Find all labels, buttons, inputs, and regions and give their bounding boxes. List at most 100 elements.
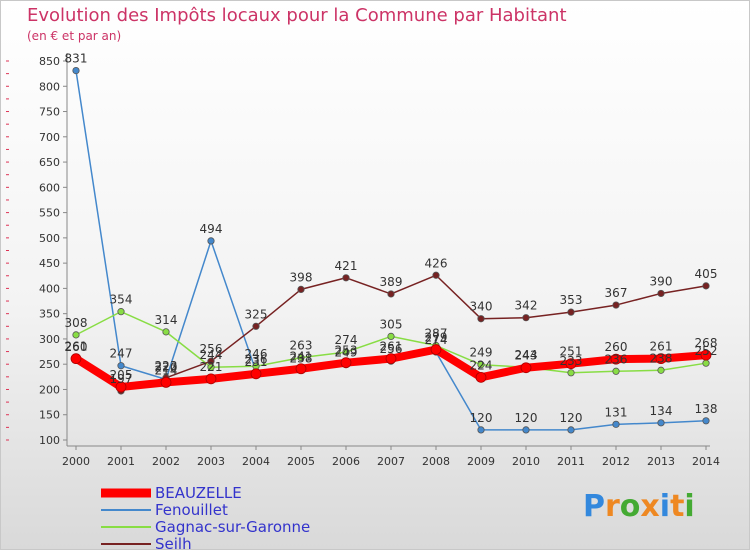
data-point (207, 357, 215, 365)
legend-label: Gagnac-sur-Garonne (155, 518, 310, 536)
data-point (657, 419, 665, 427)
x-tick-label: 2014 (692, 455, 720, 468)
data-label: 249 (335, 346, 358, 360)
data-point (477, 426, 485, 434)
data-point (72, 67, 80, 75)
data-point (567, 369, 575, 377)
y-tick-label: 450 (39, 257, 60, 270)
data-point (522, 426, 530, 434)
data-label: 134 (650, 404, 673, 418)
data-point (700, 349, 712, 361)
data-label: 260 (65, 340, 88, 354)
data-label: 268 (695, 336, 718, 350)
x-tick-label: 2002 (152, 455, 180, 468)
data-label: 223 (155, 359, 178, 373)
data-label: 220 (155, 360, 178, 374)
data-label: 287 (425, 327, 448, 341)
x-tick-label: 2011 (557, 455, 585, 468)
data-point (297, 354, 305, 362)
data-label: 120 (470, 411, 493, 425)
data-point (70, 353, 82, 365)
y-tick-label: 150 (39, 409, 60, 422)
x-tick-label: 2003 (197, 455, 225, 468)
data-point (205, 373, 217, 385)
x-tick-label: 2005 (287, 455, 315, 468)
data-label: 831 (65, 52, 88, 66)
y-tick-label: 350 (39, 308, 60, 321)
data-label: 405 (695, 267, 718, 281)
legend-label: Seilh (155, 535, 192, 549)
data-label: 138 (695, 402, 718, 416)
data-point (72, 331, 80, 339)
y-tick-label: 200 (39, 383, 60, 396)
data-point (702, 417, 710, 425)
data-label: 246 (245, 347, 268, 361)
data-point (250, 368, 262, 380)
y-tick-label: 750 (39, 106, 60, 119)
data-label: 261 (650, 340, 673, 354)
y-tick-label: 600 (39, 181, 60, 194)
data-point (252, 322, 260, 330)
data-label: 305 (380, 317, 403, 331)
x-tick-label: 2008 (422, 455, 450, 468)
y-tick-label: 700 (39, 131, 60, 144)
data-label: 256 (200, 342, 223, 356)
legend-label: Fenouillet (155, 501, 228, 519)
data-point (295, 363, 307, 375)
x-tick-label: 2000 (62, 455, 90, 468)
data-point (387, 290, 395, 298)
data-label: 243 (515, 349, 538, 363)
data-point (207, 237, 215, 245)
chart-subtitle: (en € et par an) (27, 29, 122, 43)
data-label: 231 (245, 355, 268, 369)
data-label: 252 (695, 344, 718, 358)
data-label: 241 (290, 350, 313, 364)
data-label: 221 (200, 360, 223, 374)
data-point (565, 358, 577, 370)
data-point (162, 328, 170, 336)
data-point (702, 282, 710, 290)
y-tick-label: 550 (39, 207, 60, 220)
x-tick-label: 2009 (467, 455, 495, 468)
data-point (612, 367, 620, 375)
data-point (475, 371, 487, 383)
data-label: 120 (560, 411, 583, 425)
data-label: 233 (560, 354, 583, 368)
data-label: 260 (605, 340, 628, 354)
data-point (657, 289, 665, 298)
data-label: 314 (155, 313, 178, 327)
y-tick-label: 800 (39, 80, 60, 93)
data-label: 389 (380, 275, 403, 289)
x-tick-label: 2013 (647, 455, 675, 468)
data-label: 279 (425, 331, 448, 345)
data-label: 354 (110, 293, 133, 307)
data-point (297, 285, 305, 294)
data-point (522, 314, 530, 322)
data-label: 214 (155, 363, 178, 377)
data-label: 494 (200, 222, 223, 236)
data-label: 398 (290, 270, 313, 284)
data-label: 251 (560, 345, 583, 359)
data-point (567, 426, 575, 434)
data-label: 244 (515, 348, 538, 362)
data-label: 342 (515, 299, 538, 313)
x-tick-label: 2010 (512, 455, 540, 468)
data-point (612, 420, 620, 428)
data-label: 274 (335, 333, 358, 347)
data-label: 353 (560, 293, 583, 307)
y-tick-label: 100 (39, 434, 60, 447)
data-point (655, 353, 667, 365)
legend-label: BEAUZELLE (155, 484, 242, 502)
data-label: 238 (290, 351, 313, 365)
data-label: 261 (65, 340, 88, 354)
data-point (115, 381, 127, 393)
data-point (702, 359, 710, 367)
x-tick-label: 2001 (107, 455, 135, 468)
data-point (567, 308, 575, 316)
y-tick-label: 650 (39, 156, 60, 169)
data-label: 263 (290, 339, 313, 353)
data-point (432, 271, 440, 279)
data-label: 308 (65, 316, 88, 330)
